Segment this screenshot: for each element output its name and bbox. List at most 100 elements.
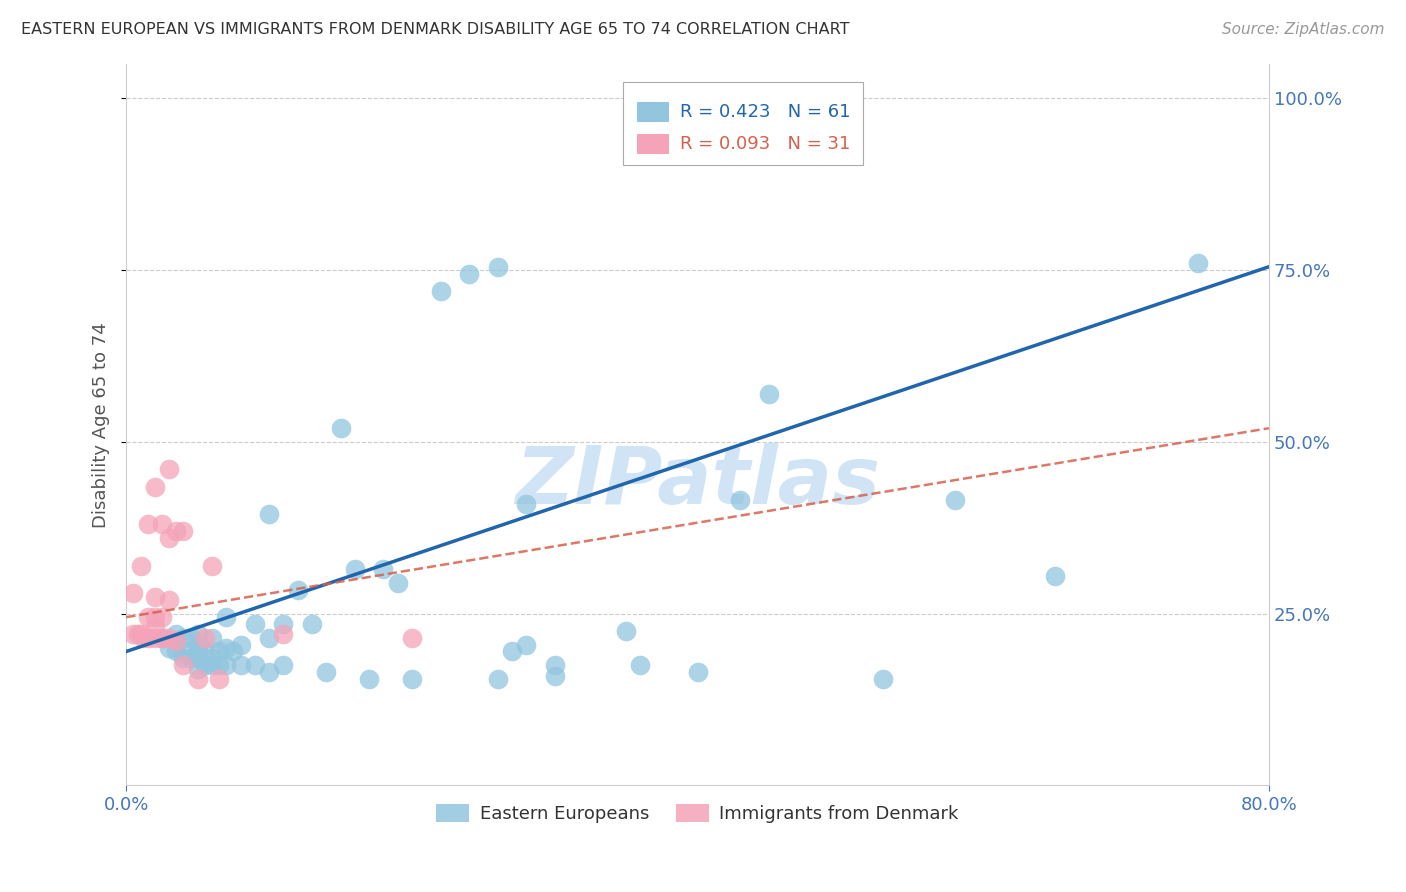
Point — [172, 658, 194, 673]
Point — [273, 658, 295, 673]
Point — [257, 631, 280, 645]
Point — [215, 641, 238, 656]
Point — [215, 610, 238, 624]
Point — [201, 651, 224, 665]
Point — [208, 672, 231, 686]
Point — [157, 641, 180, 656]
Point — [194, 631, 217, 645]
Point — [127, 627, 149, 641]
Point — [544, 668, 567, 682]
FancyBboxPatch shape — [637, 134, 669, 154]
Point — [136, 517, 159, 532]
Point — [343, 562, 366, 576]
Point — [359, 672, 381, 686]
Point — [150, 631, 173, 645]
Point — [143, 631, 166, 645]
Point — [257, 507, 280, 521]
Point — [172, 524, 194, 539]
Point — [180, 631, 202, 645]
Point — [165, 644, 187, 658]
Point — [143, 480, 166, 494]
Point — [194, 644, 217, 658]
Text: Source: ZipAtlas.com: Source: ZipAtlas.com — [1222, 22, 1385, 37]
Point — [157, 531, 180, 545]
Point — [187, 638, 209, 652]
Point — [686, 665, 709, 679]
Point — [122, 586, 145, 600]
Point — [373, 562, 395, 576]
Point — [150, 517, 173, 532]
Point — [1043, 569, 1066, 583]
Point — [614, 624, 637, 638]
Point — [187, 644, 209, 658]
Point — [229, 658, 252, 673]
Point — [630, 658, 652, 673]
Point — [872, 672, 894, 686]
Point — [943, 493, 966, 508]
Y-axis label: Disability Age 65 to 74: Disability Age 65 to 74 — [93, 322, 110, 528]
Point — [165, 627, 187, 641]
Point — [501, 644, 523, 658]
Point — [187, 627, 209, 641]
Point — [143, 590, 166, 604]
Point — [229, 638, 252, 652]
Point — [758, 387, 780, 401]
Point — [401, 672, 423, 686]
Point — [730, 493, 752, 508]
Point — [429, 284, 451, 298]
Text: R = 0.423   N = 61: R = 0.423 N = 61 — [681, 103, 851, 121]
Point — [129, 627, 152, 641]
Point — [387, 575, 409, 590]
Point — [201, 558, 224, 573]
Point — [157, 462, 180, 476]
Point — [172, 644, 194, 658]
Point — [136, 631, 159, 645]
Point — [150, 631, 173, 645]
Point — [187, 651, 209, 665]
Point — [486, 260, 509, 274]
Point — [201, 631, 224, 645]
Point — [243, 658, 266, 673]
Point — [122, 627, 145, 641]
Point — [486, 672, 509, 686]
Point — [287, 582, 309, 597]
Legend: Eastern Europeans, Immigrants from Denmark: Eastern Europeans, Immigrants from Denma… — [429, 797, 966, 830]
Point — [215, 658, 238, 673]
Point — [157, 593, 180, 607]
Point — [401, 631, 423, 645]
Point — [273, 627, 295, 641]
Text: EASTERN EUROPEAN VS IMMIGRANTS FROM DENMARK DISABILITY AGE 65 TO 74 CORRELATION : EASTERN EUROPEAN VS IMMIGRANTS FROM DENM… — [21, 22, 849, 37]
FancyBboxPatch shape — [623, 82, 863, 165]
Point — [301, 617, 323, 632]
Point — [194, 658, 217, 673]
Point — [243, 617, 266, 632]
Point — [165, 634, 187, 648]
Point — [515, 638, 537, 652]
Point — [257, 665, 280, 679]
Point — [172, 631, 194, 645]
Point — [172, 651, 194, 665]
Point — [544, 658, 567, 673]
Point — [1187, 256, 1209, 270]
Point — [515, 497, 537, 511]
Point — [458, 267, 481, 281]
Point — [165, 524, 187, 539]
Point — [180, 651, 202, 665]
Point — [201, 658, 224, 673]
Point — [187, 672, 209, 686]
Point — [157, 631, 180, 645]
Text: R = 0.093   N = 31: R = 0.093 N = 31 — [681, 135, 851, 153]
Point — [208, 658, 231, 673]
Point — [143, 620, 166, 634]
Point — [129, 558, 152, 573]
Point — [132, 631, 155, 645]
Point — [273, 617, 295, 632]
Text: ZIPatlas: ZIPatlas — [515, 443, 880, 522]
Point — [222, 644, 245, 658]
FancyBboxPatch shape — [637, 103, 669, 122]
Point — [136, 610, 159, 624]
Point — [329, 421, 352, 435]
Point — [315, 665, 337, 679]
Point — [208, 644, 231, 658]
Point — [187, 662, 209, 676]
